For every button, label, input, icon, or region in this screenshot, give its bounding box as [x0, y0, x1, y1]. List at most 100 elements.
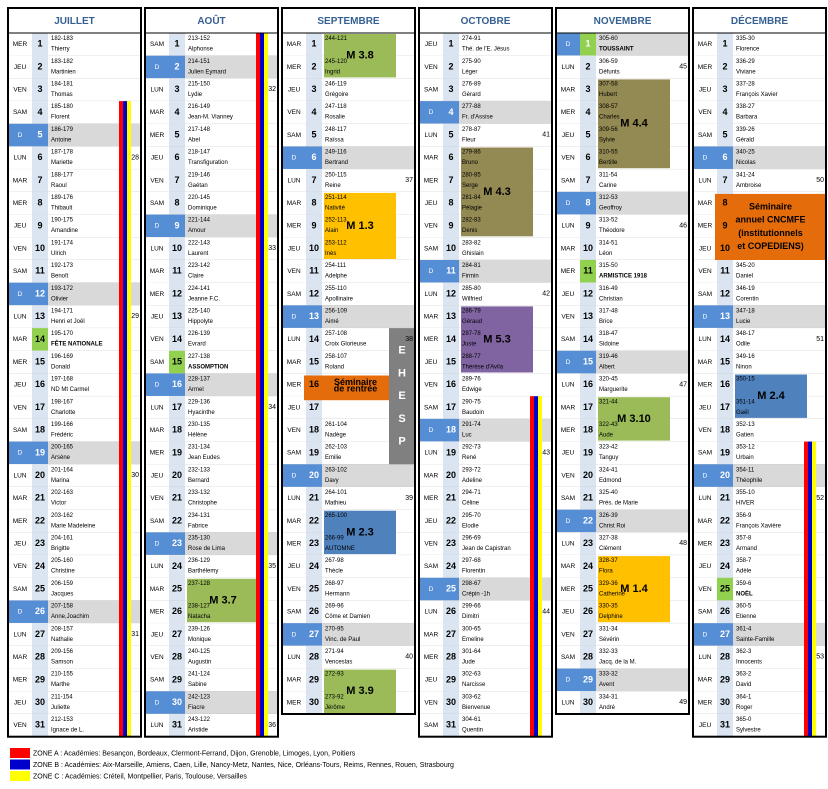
dow-cell [145, 214, 169, 238]
day-number: 21 [172, 493, 182, 503]
saint-name: Sylvie [599, 137, 616, 143]
day-code: 300-65 [462, 626, 481, 632]
day-cell [580, 418, 596, 442]
dow-cell [282, 464, 306, 487]
saint-name: Gaël [736, 410, 749, 416]
day-code: 339-26 [736, 127, 755, 133]
day-code: 214-151 [188, 59, 211, 65]
day-of-week: JEU [14, 699, 27, 706]
day-cell [32, 373, 48, 397]
saint-name: Elodie [462, 523, 479, 529]
saint-name: Thérèse d'Avila [462, 364, 504, 370]
dow-cell [282, 169, 306, 192]
saint-name: Florent [51, 115, 70, 121]
day-cell [717, 668, 733, 692]
day-number: 9 [37, 220, 42, 230]
dow-cell [282, 600, 306, 624]
dow-cell [145, 714, 169, 737]
saint-name: Sylvestre [736, 728, 761, 734]
day-of-week: MER [698, 223, 713, 230]
event-line: Séminaire [749, 201, 792, 211]
day-cell [443, 101, 459, 124]
day-number: 8 [585, 198, 590, 208]
day-number: 13 [583, 311, 593, 321]
day-of-week: D [703, 155, 708, 162]
day-of-week: LUN [150, 245, 163, 252]
day-cell [169, 260, 185, 283]
dow-cell [693, 260, 717, 283]
day-code: 308-57 [599, 104, 618, 110]
legend-swatch [10, 759, 30, 770]
day-number: 14 [35, 334, 45, 344]
day-cell [443, 146, 459, 170]
saint-name: Delphine [599, 614, 623, 620]
day-cell [580, 237, 596, 260]
dow-cell [145, 487, 169, 510]
day-code: 253-112 [325, 240, 347, 246]
dow-cell [556, 350, 580, 374]
month-header [282, 8, 415, 33]
saint-name: Apollinaire [325, 296, 354, 302]
day-code: 229-136 [188, 399, 211, 405]
saint-name: Sidoine [599, 342, 620, 348]
month-title: OCTOBRE [461, 16, 511, 27]
saint-name: Vinc. de Paul [325, 637, 360, 643]
day-code: 267-98 [325, 558, 344, 564]
saint-name: Hubert [599, 92, 617, 98]
day-cell [717, 146, 733, 170]
day-number: 23 [172, 538, 182, 548]
day-code: 255-110 [325, 286, 347, 292]
day-cell [306, 600, 322, 624]
month-border [692, 7, 827, 738]
saint-name: Jacques [51, 591, 73, 597]
day-cell [443, 373, 459, 397]
dow-cell [556, 282, 580, 306]
dow-cell [419, 396, 443, 419]
day-code: 284-81 [462, 263, 481, 269]
day-cell [717, 328, 733, 351]
day-code: 245-120 [325, 59, 348, 65]
day-code: 289-76 [462, 377, 481, 383]
saint-name: Claire [188, 274, 204, 280]
day-code: 335-30 [736, 36, 755, 42]
day-number: 16 [309, 379, 319, 389]
day-number: 12 [35, 288, 45, 298]
dow-cell [419, 418, 443, 442]
day-code: 355-10 [736, 490, 755, 496]
dow-cell [693, 350, 717, 374]
day-code: 240-125 [188, 649, 211, 655]
day-code: 268-97 [325, 581, 344, 587]
day-code: 217-148 [188, 127, 211, 133]
day-number: 1 [722, 39, 727, 49]
day-number: 16 [35, 379, 45, 389]
saint-name: Bertille [599, 160, 618, 166]
day-cell [580, 123, 596, 147]
day-cell [306, 623, 322, 646]
day-number: 13 [172, 311, 182, 321]
day-cell [717, 396, 733, 419]
day-cell [32, 555, 48, 578]
event-label: M 1.4 [620, 583, 648, 595]
dow-cell [419, 645, 443, 669]
dow-cell [693, 373, 717, 397]
saint-name: Venceslas [325, 659, 352, 665]
day-of-week: VEN [287, 586, 301, 593]
day-number: 17 [583, 402, 593, 412]
day-code: 330-35 [599, 604, 618, 610]
dow-cell [8, 487, 32, 510]
day-cell [717, 78, 733, 102]
dow-cell [8, 373, 32, 397]
month-title: SEPTEMBRE [317, 16, 380, 27]
saint-name: Sévérin [599, 637, 619, 643]
day-number: 27 [720, 629, 730, 639]
week-number: 44 [542, 608, 550, 615]
day-of-week: MER [13, 41, 28, 48]
day-of-week: JEU [425, 518, 438, 525]
dow-cell [8, 555, 32, 578]
day-number: 22 [309, 515, 319, 525]
dow-cell [282, 441, 306, 465]
day-of-week: MAR [424, 472, 439, 479]
day-cell [169, 33, 185, 56]
dow-cell [419, 623, 443, 646]
day-number: 1 [448, 39, 453, 49]
